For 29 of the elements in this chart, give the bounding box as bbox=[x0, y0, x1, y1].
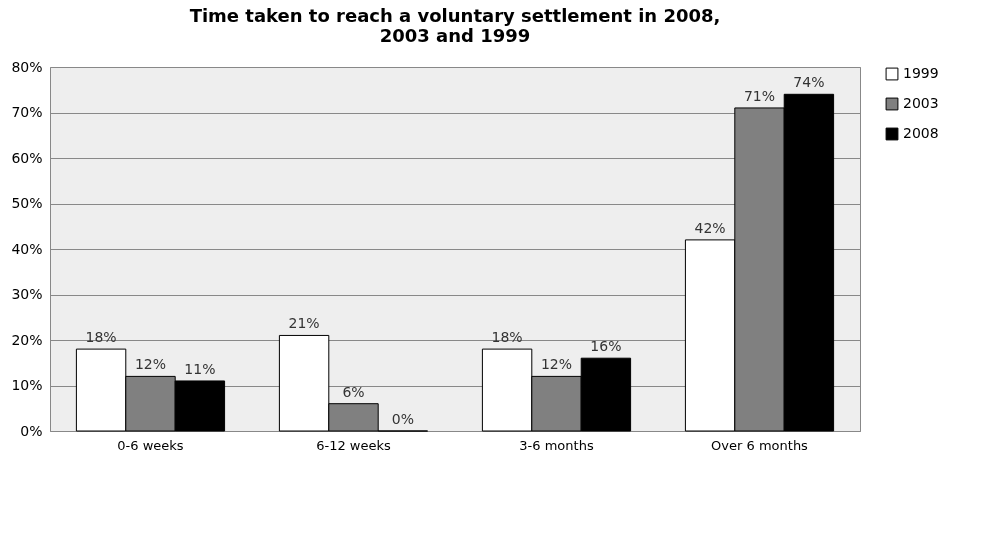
legend-label: 1999 bbox=[903, 65, 939, 81]
y-tick-label: 10% bbox=[11, 377, 43, 393]
y-tick-label: 70% bbox=[11, 104, 43, 120]
y-tick-label: 40% bbox=[11, 240, 43, 257]
data-label: 74% bbox=[793, 74, 825, 91]
x-tick-label: 6-12 weeks bbox=[316, 437, 391, 453]
data-label: 21% bbox=[288, 315, 320, 332]
legend-label: 2008 bbox=[903, 125, 939, 141]
y-tick-label: 30% bbox=[11, 286, 43, 302]
data-label: 12% bbox=[540, 356, 573, 373]
chart-title: Time taken to reach a voluntary settlement in 2008, 2003 and 1999 bbox=[189, 5, 721, 46]
data-label: 0% bbox=[391, 411, 414, 427]
data-label: 18% bbox=[85, 329, 117, 346]
x-tick-label: 3-6 months bbox=[519, 437, 594, 453]
data-label: 16% bbox=[590, 338, 622, 355]
y-tick-label: 60% bbox=[11, 149, 43, 166]
y-tick-label: 50% bbox=[11, 195, 43, 211]
y-tick-label: 0% bbox=[20, 422, 43, 439]
data-label: 6% bbox=[342, 383, 365, 400]
y-tick-label: 80% bbox=[11, 58, 43, 75]
data-label: 18% bbox=[491, 329, 523, 346]
x-tick-label: Over 6 months bbox=[711, 437, 809, 453]
data-label: 71% bbox=[743, 87, 776, 104]
data-label: 12% bbox=[134, 356, 167, 373]
data-label: 11% bbox=[184, 360, 216, 377]
legend-label: 2003 bbox=[903, 95, 939, 111]
data-label: 42% bbox=[694, 219, 726, 236]
y-tick-label: 20% bbox=[11, 331, 43, 348]
x-tick-label: 0-6 weeks bbox=[117, 437, 184, 453]
